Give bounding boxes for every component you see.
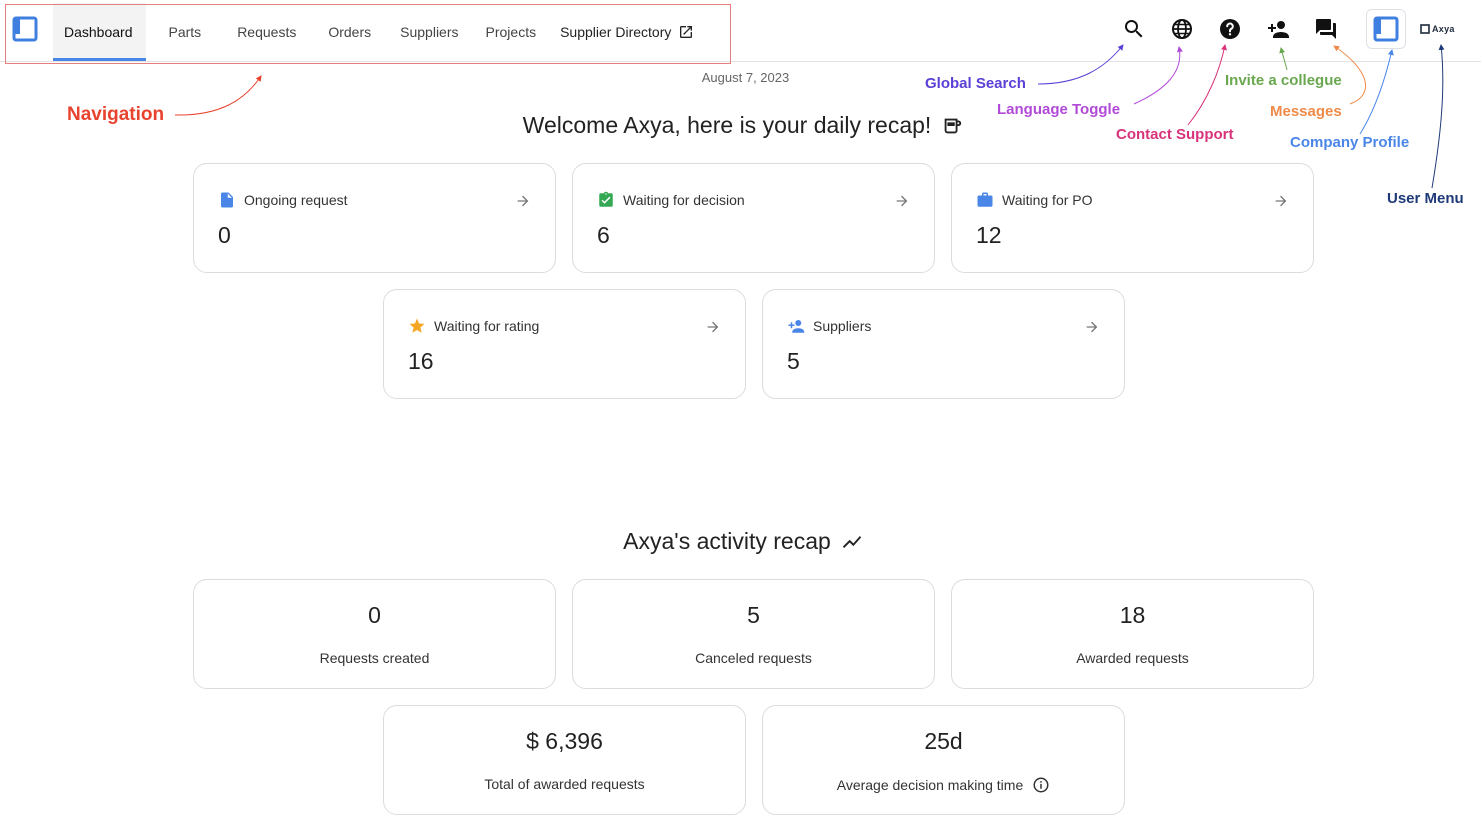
nav-tab-suppliers[interactable]: Suppliers — [385, 3, 471, 61]
current-date: August 7, 2023 — [701, 70, 790, 85]
card-value: 12 — [976, 222, 1002, 248]
search-icon[interactable] — [1122, 17, 1146, 41]
stat-label-text: Total of awarded requests — [484, 776, 645, 792]
card-waiting-for-rating[interactable]: Waiting for rating 16 — [383, 289, 746, 399]
stat-value: 5 — [747, 602, 760, 628]
nav-tab-supplier-directory[interactable]: Supplier Directory — [548, 3, 694, 61]
nav-tab-parts[interactable]: Parts — [146, 3, 220, 61]
stat-average-decision-time: 25d Average decision making time — [762, 705, 1125, 815]
external-link-icon — [680, 26, 693, 38]
stat-value: $ 6,396 — [526, 728, 603, 754]
person-add-icon[interactable] — [1266, 17, 1290, 41]
card-label: Waiting for decision — [623, 192, 745, 208]
info-icon[interactable] — [1032, 776, 1050, 794]
stat-value: 0 — [368, 602, 381, 628]
main-navigation: Dashboard Parts Requests Orders Supplier… — [53, 3, 694, 61]
file-icon — [221, 192, 233, 208]
user-menu-label: Axya — [1432, 24, 1455, 34]
nav-tab-label: Dashboard — [64, 24, 133, 40]
arrow-right-icon — [896, 195, 908, 207]
nav-tab-label: Parts — [168, 24, 202, 40]
annotation-messages: Messages — [1270, 103, 1342, 120]
help-icon[interactable] — [1218, 17, 1242, 41]
arrow-right-icon — [1275, 195, 1287, 207]
nav-tab-label: Supplier Directory — [560, 24, 672, 40]
activity-heading: Axya's activity recap — [0, 528, 1481, 555]
stat-awarded-requests: 18 Awarded requests — [951, 579, 1314, 689]
stat-value: 18 — [1119, 602, 1146, 628]
nav-tab-dashboard[interactable]: Dashboard — [53, 3, 146, 61]
card-label: Waiting for PO — [1002, 192, 1093, 208]
nav-tab-label: Requests — [237, 24, 297, 40]
stat-label: Awarded requests — [952, 650, 1313, 666]
card-value: 5 — [787, 348, 800, 374]
nav-tab-label: Orders — [328, 24, 372, 40]
card-ongoing-request[interactable]: Ongoing request 0 — [193, 163, 556, 273]
stat-label-text: Requests created — [319, 650, 430, 666]
stat-label: Canceled requests — [573, 650, 934, 666]
top-bar: Dashboard Parts Requests Orders Supplier… — [0, 0, 1481, 62]
arrow-right-icon — [517, 195, 529, 207]
app-logo-icon[interactable] — [12, 16, 38, 42]
stat-label: Total of awarded requests — [384, 776, 745, 792]
company-logo-icon — [1373, 16, 1399, 42]
user-menu-button[interactable]: Axya — [1420, 20, 1455, 38]
card-value: 6 — [597, 222, 610, 248]
stat-label: Average decision making time — [763, 776, 1124, 794]
coffee-cup-icon — [944, 118, 962, 133]
stat-label-text: Average decision making time — [836, 777, 1024, 793]
welcome-title: Welcome Axya, here is your daily recap! — [522, 112, 932, 138]
trending-up-icon — [842, 535, 861, 548]
stat-canceled-requests: 5 Canceled requests — [572, 579, 935, 689]
annotation-navigation: Navigation — [67, 104, 165, 125]
arrow-right-icon — [707, 321, 719, 333]
activity-title: Axya's activity recap — [623, 528, 831, 554]
stat-requests-created: 0 Requests created — [193, 579, 556, 689]
nav-tab-projects[interactable]: Projects — [472, 3, 549, 61]
annotation-global-search: Global Search — [925, 75, 1026, 92]
card-suppliers[interactable]: Suppliers 5 — [762, 289, 1125, 399]
welcome-heading: Welcome Axya, here is your daily recap! — [0, 112, 1481, 139]
nav-tab-requests[interactable]: Requests — [219, 3, 312, 61]
arrow-right-icon — [1086, 321, 1098, 333]
annotation-contact-support: Contact Support — [1116, 126, 1234, 143]
star-icon — [409, 318, 425, 333]
card-value: 16 — [408, 348, 434, 374]
user-logo-icon — [1420, 24, 1430, 34]
stat-label: Requests created — [194, 650, 555, 666]
stat-label-text: Awarded requests — [1076, 650, 1189, 666]
nav-tab-label: Projects — [485, 24, 537, 40]
annotation-language-toggle: Language Toggle — [997, 101, 1121, 118]
chat-icon[interactable] — [1314, 17, 1338, 41]
annotation-company-profile: Company Profile — [1290, 134, 1410, 151]
stat-label-text: Canceled requests — [695, 650, 812, 666]
stat-value: 25d — [924, 728, 963, 754]
card-value: 0 — [218, 222, 231, 248]
company-profile-button[interactable] — [1366, 9, 1406, 49]
card-label: Waiting for rating — [434, 318, 540, 334]
clipboard-check-icon — [599, 191, 613, 207]
card-waiting-for-decision[interactable]: Waiting for decision 6 — [572, 163, 935, 273]
card-waiting-for-po[interactable]: Waiting for PO 12 — [951, 163, 1314, 273]
stat-total-awarded: $ 6,396 Total of awarded requests — [383, 705, 746, 815]
annotation-user-menu: User Menu — [1387, 190, 1464, 207]
globe-icon[interactable] — [1170, 17, 1194, 41]
annotation-invite-colleague: Invite a collegue — [1225, 72, 1342, 89]
card-label: Suppliers — [813, 318, 872, 334]
briefcase-icon — [977, 192, 993, 207]
card-label: Ongoing request — [244, 192, 348, 208]
nav-tab-orders[interactable]: Orders — [312, 3, 385, 61]
nav-tab-label: Suppliers — [400, 24, 459, 40]
person-add-icon — [788, 320, 805, 333]
